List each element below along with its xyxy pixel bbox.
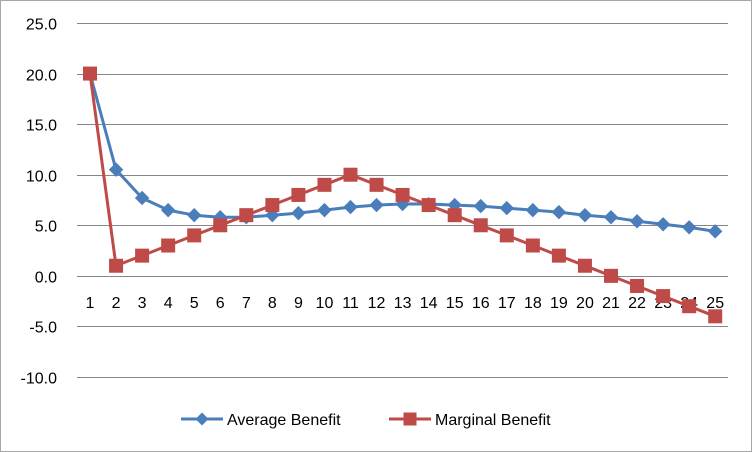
data-point bbox=[421, 198, 436, 213]
data-point bbox=[577, 258, 592, 273]
x-tick-label: 21 bbox=[602, 295, 620, 312]
x-tick-label: 13 bbox=[394, 295, 412, 312]
series-layer bbox=[82, 66, 723, 324]
data-point bbox=[708, 309, 723, 324]
y-tick-label: -10.0 bbox=[21, 371, 58, 388]
legend-label: Average Benefit bbox=[227, 412, 341, 429]
data-point bbox=[265, 198, 280, 213]
x-tick-label: 7 bbox=[242, 295, 251, 312]
data-point bbox=[551, 248, 566, 263]
x-tick-label: 25 bbox=[706, 295, 724, 312]
data-point bbox=[187, 228, 202, 243]
data-point bbox=[109, 258, 124, 273]
y-tick-label: 25.0 bbox=[26, 17, 57, 34]
data-point bbox=[343, 167, 358, 182]
legend-item-2: Marginal Benefit bbox=[389, 412, 551, 429]
y-tick-label: -5.0 bbox=[29, 320, 57, 337]
x-tick-label: 4 bbox=[164, 295, 173, 312]
data-point bbox=[239, 208, 254, 223]
x-tick-label: 1 bbox=[86, 295, 95, 312]
legend-marker bbox=[403, 412, 417, 426]
series-2 bbox=[83, 66, 723, 324]
data-point bbox=[525, 238, 540, 253]
legend-item-1: Average Benefit bbox=[181, 412, 341, 429]
x-tick-label: 5 bbox=[190, 295, 199, 312]
data-point bbox=[134, 190, 150, 206]
x-tick-label: 2 bbox=[112, 295, 121, 312]
data-point bbox=[343, 199, 358, 215]
data-point bbox=[682, 299, 697, 314]
data-point bbox=[135, 248, 150, 263]
data-point bbox=[603, 209, 619, 225]
data-point bbox=[499, 228, 514, 243]
data-point bbox=[160, 202, 176, 218]
data-point bbox=[551, 204, 567, 220]
data-point bbox=[317, 177, 332, 192]
data-point bbox=[707, 224, 723, 239]
data-point bbox=[395, 187, 410, 202]
x-tick-label: 12 bbox=[368, 295, 386, 312]
data-point bbox=[577, 207, 593, 223]
x-tick-label: 20 bbox=[576, 295, 594, 312]
x-tick-label: 10 bbox=[316, 295, 334, 312]
x-tick-label: 6 bbox=[216, 295, 225, 312]
data-point bbox=[473, 218, 488, 233]
data-point bbox=[369, 197, 384, 213]
y-tick-label: 10.0 bbox=[26, 169, 57, 186]
data-point bbox=[681, 220, 697, 235]
data-point bbox=[291, 205, 306, 221]
x-tick-label: 18 bbox=[524, 295, 542, 312]
x-axis-labels: 1234567891011121314151617181920212223242… bbox=[86, 295, 725, 312]
data-point bbox=[83, 66, 97, 81]
x-tick-label: 15 bbox=[446, 295, 464, 312]
legend-label: Marginal Benefit bbox=[435, 412, 551, 429]
legend-marker bbox=[195, 412, 209, 426]
series-1 bbox=[82, 66, 723, 239]
data-point bbox=[525, 202, 541, 218]
data-point bbox=[161, 238, 176, 253]
data-point bbox=[499, 200, 515, 216]
x-tick-label: 8 bbox=[268, 295, 277, 312]
data-point bbox=[213, 218, 228, 233]
x-tick-label: 16 bbox=[472, 295, 490, 312]
data-point bbox=[656, 289, 671, 304]
x-tick-label: 17 bbox=[498, 295, 516, 312]
data-point bbox=[186, 207, 202, 223]
x-tick-label: 9 bbox=[294, 295, 303, 312]
x-tick-label: 14 bbox=[420, 295, 438, 312]
data-point bbox=[108, 162, 124, 177]
x-tick-label: 19 bbox=[550, 295, 568, 312]
legend: Average Benefit Marginal Benefit bbox=[181, 412, 551, 429]
data-point bbox=[655, 217, 671, 232]
data-point bbox=[369, 177, 384, 192]
data-point bbox=[317, 202, 332, 218]
y-tick-label: 20.0 bbox=[26, 68, 57, 85]
data-point bbox=[291, 187, 306, 202]
y-tick-label: 15.0 bbox=[26, 118, 57, 135]
y-tick-label: 5.0 bbox=[35, 219, 57, 236]
x-tick-label: 3 bbox=[138, 295, 147, 312]
x-tick-label: 11 bbox=[342, 295, 359, 312]
data-point bbox=[604, 268, 618, 283]
y-tick-label: 0.0 bbox=[35, 270, 57, 287]
x-tick-label: 22 bbox=[628, 295, 646, 312]
data-point bbox=[630, 278, 645, 293]
data-point bbox=[473, 198, 488, 214]
data-point bbox=[447, 208, 462, 223]
data-point bbox=[629, 214, 645, 229]
y-axis-labels: 25.0 20.0 15.0 10.0 5.0 0.0 -5.0 -10.0 bbox=[21, 17, 58, 388]
